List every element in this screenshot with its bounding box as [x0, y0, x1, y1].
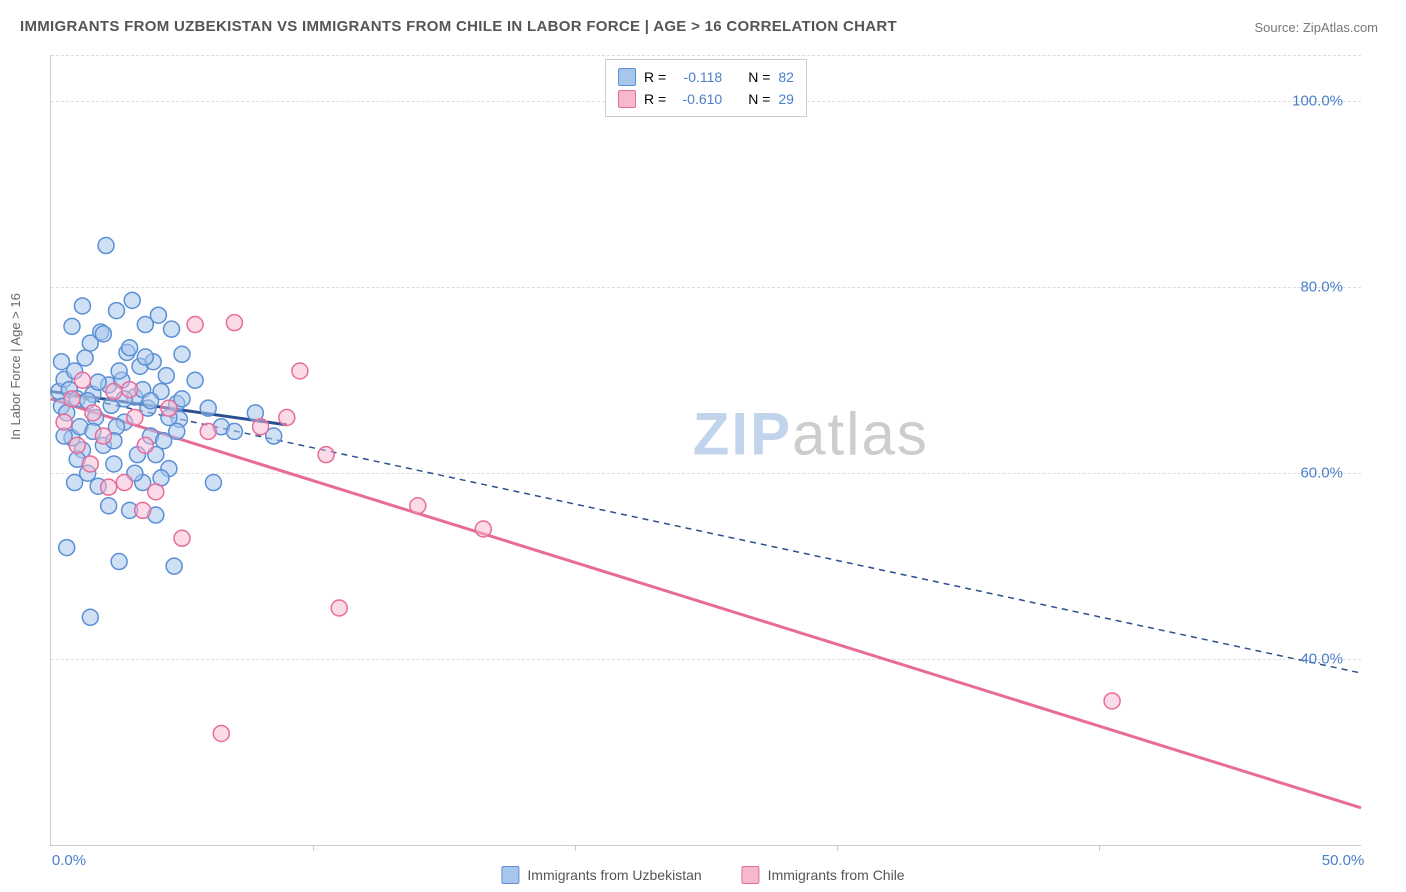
correlation-legend: R = -0.118 N = 82 R = -0.610 N = 29	[605, 59, 807, 117]
y-axis-label: In Labor Force | Age > 16	[8, 293, 23, 440]
n-label: N =	[748, 69, 770, 85]
r-value-uzbekistan: -0.118	[674, 69, 722, 85]
plot-area: ZIPatlas R = -0.118 N = 82 R = -0.610 N …	[50, 55, 1361, 846]
swatch-uzbekistan-icon	[501, 866, 519, 884]
legend-row-chile: R = -0.610 N = 29	[618, 88, 794, 110]
scatter-points	[51, 55, 1361, 845]
legend-item-uzbekistan: Immigrants from Uzbekistan	[501, 866, 701, 884]
legend-label-uzbekistan: Immigrants from Uzbekistan	[527, 867, 701, 883]
legend-row-uzbekistan: R = -0.118 N = 82	[618, 66, 794, 88]
r-label: R =	[644, 69, 666, 85]
n-value-uzbekistan: 82	[778, 69, 794, 85]
legend-item-chile: Immigrants from Chile	[742, 866, 905, 884]
source-attribution: Source: ZipAtlas.com	[1254, 20, 1378, 35]
n-label: N =	[748, 91, 770, 107]
swatch-uzbekistan	[618, 68, 636, 86]
swatch-chile-icon	[742, 866, 760, 884]
r-label: R =	[644, 91, 666, 107]
series-legend: Immigrants from Uzbekistan Immigrants fr…	[501, 866, 904, 884]
chart-title: IMMIGRANTS FROM UZBEKISTAN VS IMMIGRANTS…	[20, 18, 897, 35]
legend-label-chile: Immigrants from Chile	[768, 867, 905, 883]
n-value-chile: 29	[778, 91, 794, 107]
r-value-chile: -0.610	[674, 91, 722, 107]
swatch-chile	[618, 90, 636, 108]
